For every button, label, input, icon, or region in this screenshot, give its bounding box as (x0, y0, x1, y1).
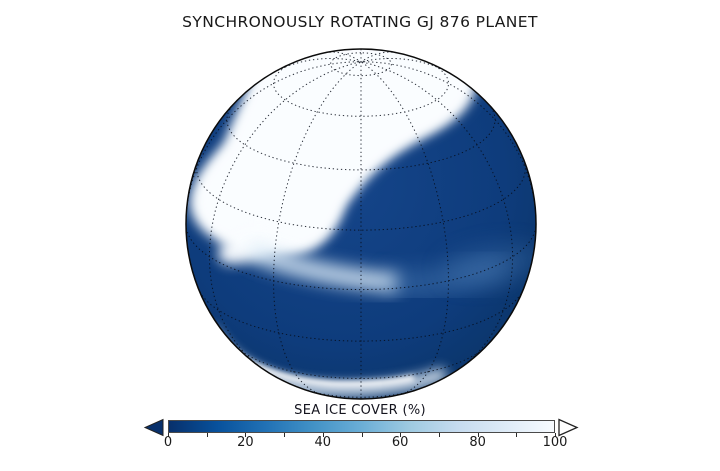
mid-latitude-ice-band (246, 241, 399, 293)
figure-title: SYNCHRONOUSLY ROTATING GJ 876 PLANET (182, 13, 538, 31)
diffuse-ice-haze (442, 245, 536, 283)
colorbar-label: SEA ICE COVER (%) (294, 403, 426, 418)
globe-outline (185, 48, 537, 400)
graticule-gridlines (186, 49, 536, 399)
